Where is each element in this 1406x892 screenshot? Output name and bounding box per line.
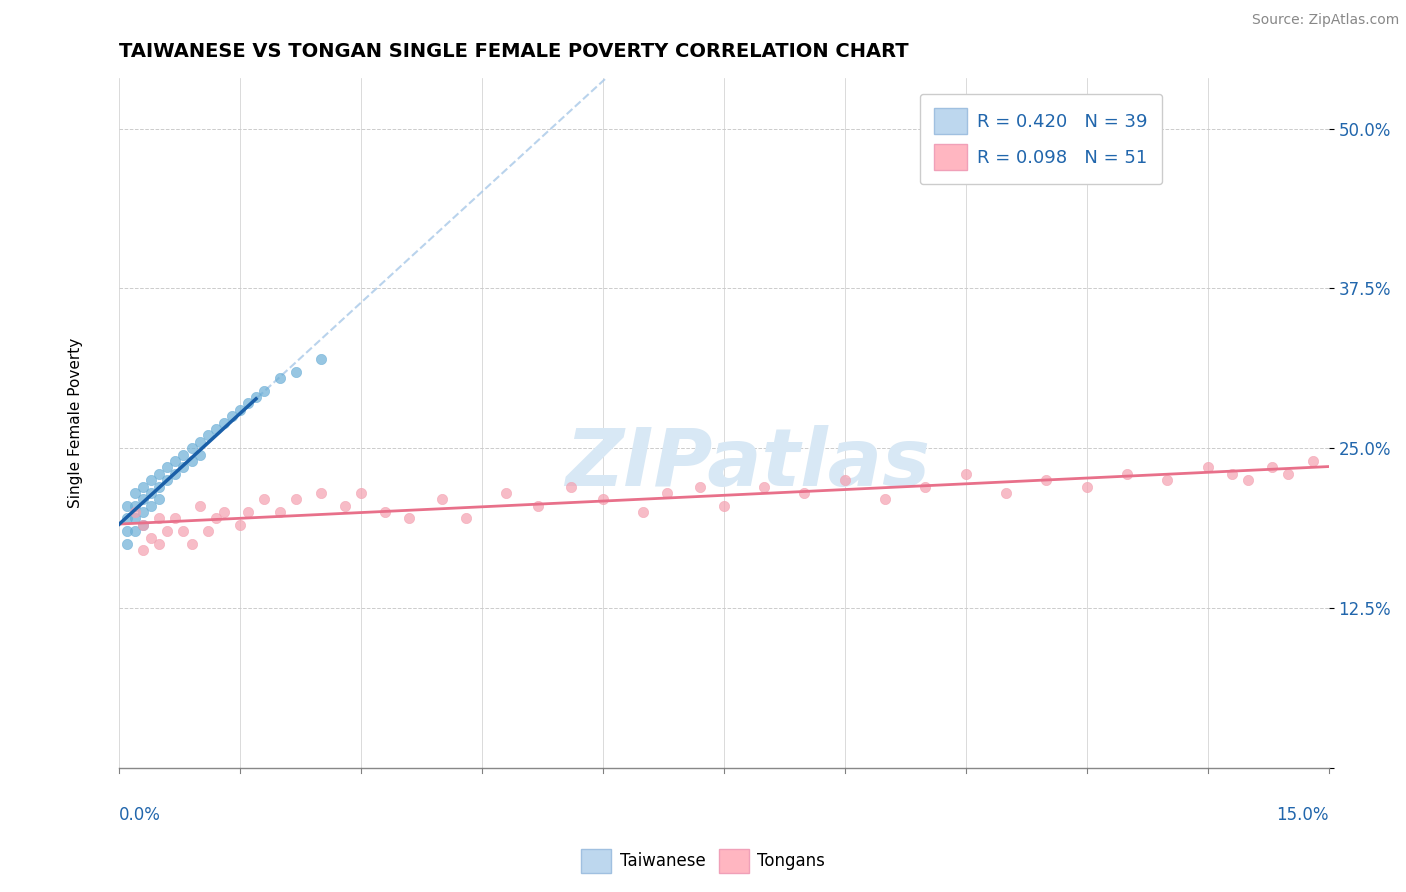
Point xyxy=(955,467,977,481)
Point xyxy=(527,499,550,513)
Point xyxy=(914,479,936,493)
Point xyxy=(1237,473,1260,487)
Point xyxy=(165,511,187,525)
Point xyxy=(253,492,276,507)
Point xyxy=(156,460,179,475)
Point xyxy=(141,473,163,487)
Point xyxy=(1302,454,1324,468)
Point xyxy=(197,524,219,539)
Legend: Taiwanese, Tongans: Taiwanese, Tongans xyxy=(575,842,831,880)
Point xyxy=(713,499,735,513)
Point xyxy=(172,448,194,462)
Point xyxy=(1261,460,1284,475)
Point xyxy=(245,390,267,404)
Point xyxy=(1076,479,1098,493)
Legend: R = 0.420   N = 39, R = 0.098   N = 51: R = 0.420 N = 39, R = 0.098 N = 51 xyxy=(920,94,1163,185)
Point xyxy=(834,473,856,487)
Point xyxy=(269,371,291,385)
Point xyxy=(495,486,517,500)
Point xyxy=(124,505,146,519)
Point xyxy=(165,467,187,481)
Point xyxy=(132,543,155,558)
Point xyxy=(132,517,155,532)
Point xyxy=(132,505,155,519)
Point xyxy=(188,499,211,513)
Point xyxy=(1156,473,1178,487)
Point xyxy=(592,492,614,507)
Point xyxy=(141,486,163,500)
Text: TAIWANESE VS TONGAN SINGLE FEMALE POVERTY CORRELATION CHART: TAIWANESE VS TONGAN SINGLE FEMALE POVERT… xyxy=(120,42,908,61)
Point xyxy=(560,479,582,493)
Point xyxy=(285,492,308,507)
Point xyxy=(995,486,1018,500)
Point xyxy=(197,428,219,442)
Point xyxy=(430,492,453,507)
Point xyxy=(115,524,138,539)
Point xyxy=(115,499,138,513)
Point xyxy=(689,479,711,493)
Point xyxy=(333,499,356,513)
Point xyxy=(229,402,252,417)
Point xyxy=(657,486,679,500)
Text: Source: ZipAtlas.com: Source: ZipAtlas.com xyxy=(1251,13,1399,28)
Point xyxy=(1277,467,1299,481)
Point xyxy=(631,505,654,519)
Point xyxy=(115,511,138,525)
Point xyxy=(165,454,187,468)
Point xyxy=(156,473,179,487)
Point xyxy=(124,499,146,513)
Point xyxy=(285,365,308,379)
Point xyxy=(141,531,163,545)
Point xyxy=(454,511,477,525)
Point xyxy=(236,396,259,410)
Point xyxy=(1197,460,1219,475)
Text: 15.0%: 15.0% xyxy=(1277,805,1329,823)
Text: ZIPatlas: ZIPatlas xyxy=(565,425,931,503)
Point xyxy=(132,479,155,493)
Point xyxy=(115,537,138,551)
Point xyxy=(350,486,373,500)
Point xyxy=(1116,467,1139,481)
Point xyxy=(309,486,332,500)
Y-axis label: Single Female Poverty: Single Female Poverty xyxy=(67,337,83,508)
Point xyxy=(253,384,276,398)
Point xyxy=(148,479,170,493)
Text: 0.0%: 0.0% xyxy=(120,805,160,823)
Point xyxy=(398,511,420,525)
Point xyxy=(188,448,211,462)
Point xyxy=(212,416,235,430)
Point xyxy=(309,351,332,366)
Point xyxy=(124,511,146,525)
Point xyxy=(132,492,155,507)
Point xyxy=(204,511,226,525)
Point xyxy=(212,505,235,519)
Point xyxy=(793,486,815,500)
Point xyxy=(1035,473,1057,487)
Point xyxy=(132,517,155,532)
Point xyxy=(204,422,226,436)
Point xyxy=(180,537,202,551)
Point xyxy=(374,505,396,519)
Point xyxy=(752,479,775,493)
Point xyxy=(172,460,194,475)
Point xyxy=(148,537,170,551)
Point xyxy=(269,505,291,519)
Point xyxy=(141,499,163,513)
Point xyxy=(156,524,179,539)
Point xyxy=(148,511,170,525)
Point xyxy=(124,486,146,500)
Point xyxy=(188,434,211,449)
Point xyxy=(236,505,259,519)
Point xyxy=(1220,467,1243,481)
Point xyxy=(875,492,897,507)
Point xyxy=(172,524,194,539)
Point xyxy=(229,517,252,532)
Point xyxy=(221,409,243,424)
Point xyxy=(148,492,170,507)
Point xyxy=(180,441,202,455)
Point xyxy=(180,454,202,468)
Point xyxy=(148,467,170,481)
Point xyxy=(124,524,146,539)
